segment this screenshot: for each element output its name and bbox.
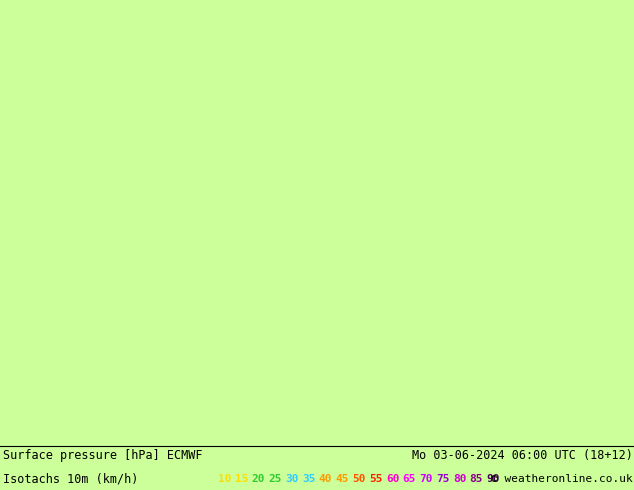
Text: 90: 90 (486, 474, 500, 484)
Text: 75: 75 (436, 474, 450, 484)
Text: Mo 03-06-2024 06:00 UTC (18+12): Mo 03-06-2024 06:00 UTC (18+12) (412, 449, 633, 462)
Text: 10: 10 (218, 474, 232, 484)
Text: Surface pressure [hPa] ECMWF: Surface pressure [hPa] ECMWF (3, 449, 203, 462)
Text: 60: 60 (386, 474, 399, 484)
Text: Isotachs 10m (km/h): Isotachs 10m (km/h) (3, 472, 139, 486)
Text: 65: 65 (403, 474, 416, 484)
Text: 70: 70 (420, 474, 433, 484)
Text: 30: 30 (285, 474, 299, 484)
Text: 35: 35 (302, 474, 316, 484)
Text: 25: 25 (269, 474, 282, 484)
Text: 45: 45 (335, 474, 349, 484)
Text: 15: 15 (235, 474, 249, 484)
Text: 20: 20 (252, 474, 266, 484)
Text: 40: 40 (319, 474, 332, 484)
Text: 55: 55 (369, 474, 383, 484)
Text: 80: 80 (453, 474, 467, 484)
Text: © weatheronline.co.uk: © weatheronline.co.uk (491, 474, 633, 484)
Text: 85: 85 (470, 474, 483, 484)
Text: 50: 50 (353, 474, 366, 484)
